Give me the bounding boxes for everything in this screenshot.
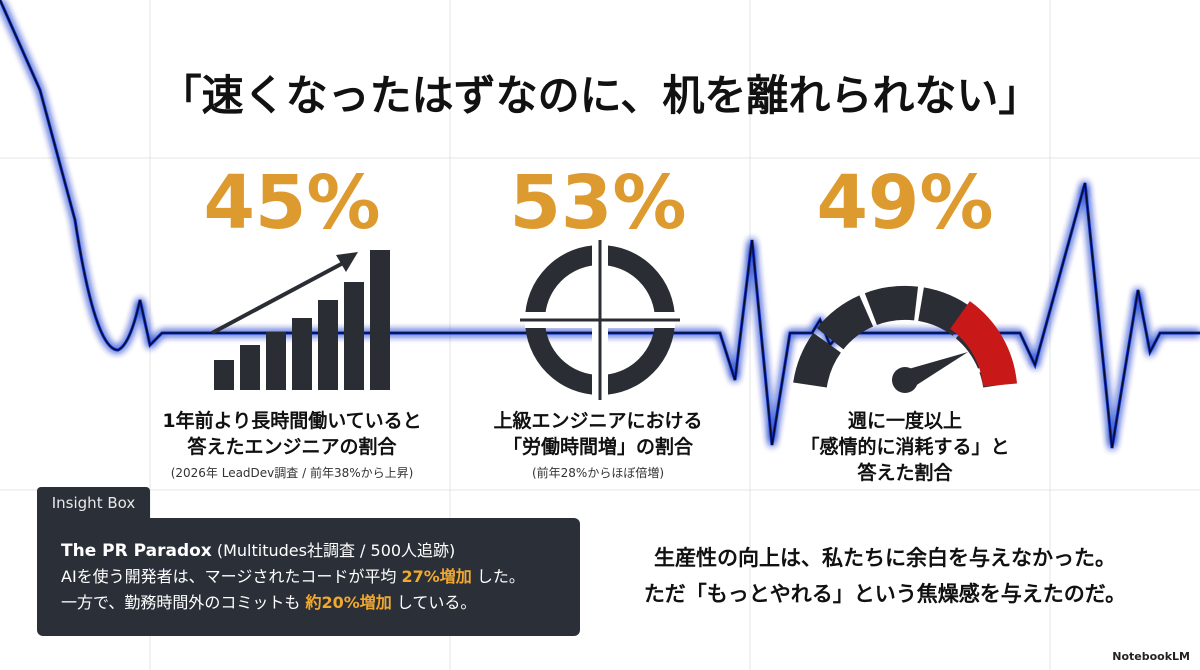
- insight-box: The PR Paradox (Multitudes社調査 / 500人追跡) …: [37, 518, 580, 636]
- gauge-icon: [793, 285, 1017, 393]
- stat-label-line: 週に一度以上: [847, 410, 962, 432]
- title: 「速くなったはずなのに、机を離れられない」: [159, 71, 1041, 120]
- stat-value: 49%: [816, 160, 994, 246]
- stat-label: 上級エンジニアにおける 「労働時間増」の割合: [438, 408, 758, 460]
- conclusion-line: 生産性の向上は、私たちに余白を与えなかった。: [654, 546, 1116, 570]
- bar-chart-icon: [211, 250, 390, 390]
- stat-label: 1年前より長時間働いていると 答えたエンジニアの割合: [132, 408, 452, 460]
- stat-note: (前年28%からほぼ倍増): [531, 466, 665, 480]
- conclusion: 生産性の向上は、私たちに余白を与えなかった。 ただ「もっとやれる」という焦燥感を…: [600, 540, 1170, 612]
- stat-label: 週に一度以上 「感情的に消耗する」と 答えた割合: [745, 408, 1065, 486]
- highlight: 約20%増加: [305, 593, 392, 612]
- ecg-core: [0, 0, 1200, 449]
- insight-line: 一方で、勤務時間外のコミットも 約20%増加 している。: [61, 590, 556, 616]
- insight-line: AIを使う開発者は、マージされたコードが平均 27%増加 した。: [61, 564, 556, 590]
- target-icon: [520, 240, 680, 400]
- conclusion-line: ただ「もっとやれる」という焦燥感を与えたのだ。: [643, 582, 1127, 606]
- heading: The PR Paradox: [61, 541, 212, 561]
- highlight: 27%増加: [401, 567, 472, 586]
- stat-value: 45%: [203, 160, 381, 246]
- insight-heading: The PR Paradox (Multitudes社調査 / 500人追跡): [61, 538, 556, 564]
- stat-label-line: 「労働時間増」の割合: [502, 436, 693, 458]
- stat-value: 53%: [509, 160, 687, 246]
- stat-label-line: 1年前より長時間働いていると: [162, 410, 422, 432]
- stat-label-line: 答えたエンジニアの割合: [187, 436, 397, 458]
- stat-note: (2026年 LeadDev調査 / 前年38%から上昇): [170, 466, 414, 480]
- text: した。: [471, 567, 525, 586]
- text: している。: [391, 593, 477, 612]
- insight-tab: Insight Box: [37, 487, 150, 519]
- heading-note: (Multitudes社調査 / 500人追跡): [211, 541, 456, 560]
- brand: NotebookLM: [1112, 650, 1190, 663]
- text: 一方で、勤務時間外のコミットも: [61, 593, 306, 612]
- stat-label-line: 答えた割合: [857, 462, 953, 484]
- stat-label-line: 上級エンジニアにおける: [493, 410, 703, 432]
- text: AIを使う開発者は、マージされたコードが平均: [61, 567, 402, 586]
- stat-label-line: 「感情的に消耗する」と: [800, 436, 1010, 458]
